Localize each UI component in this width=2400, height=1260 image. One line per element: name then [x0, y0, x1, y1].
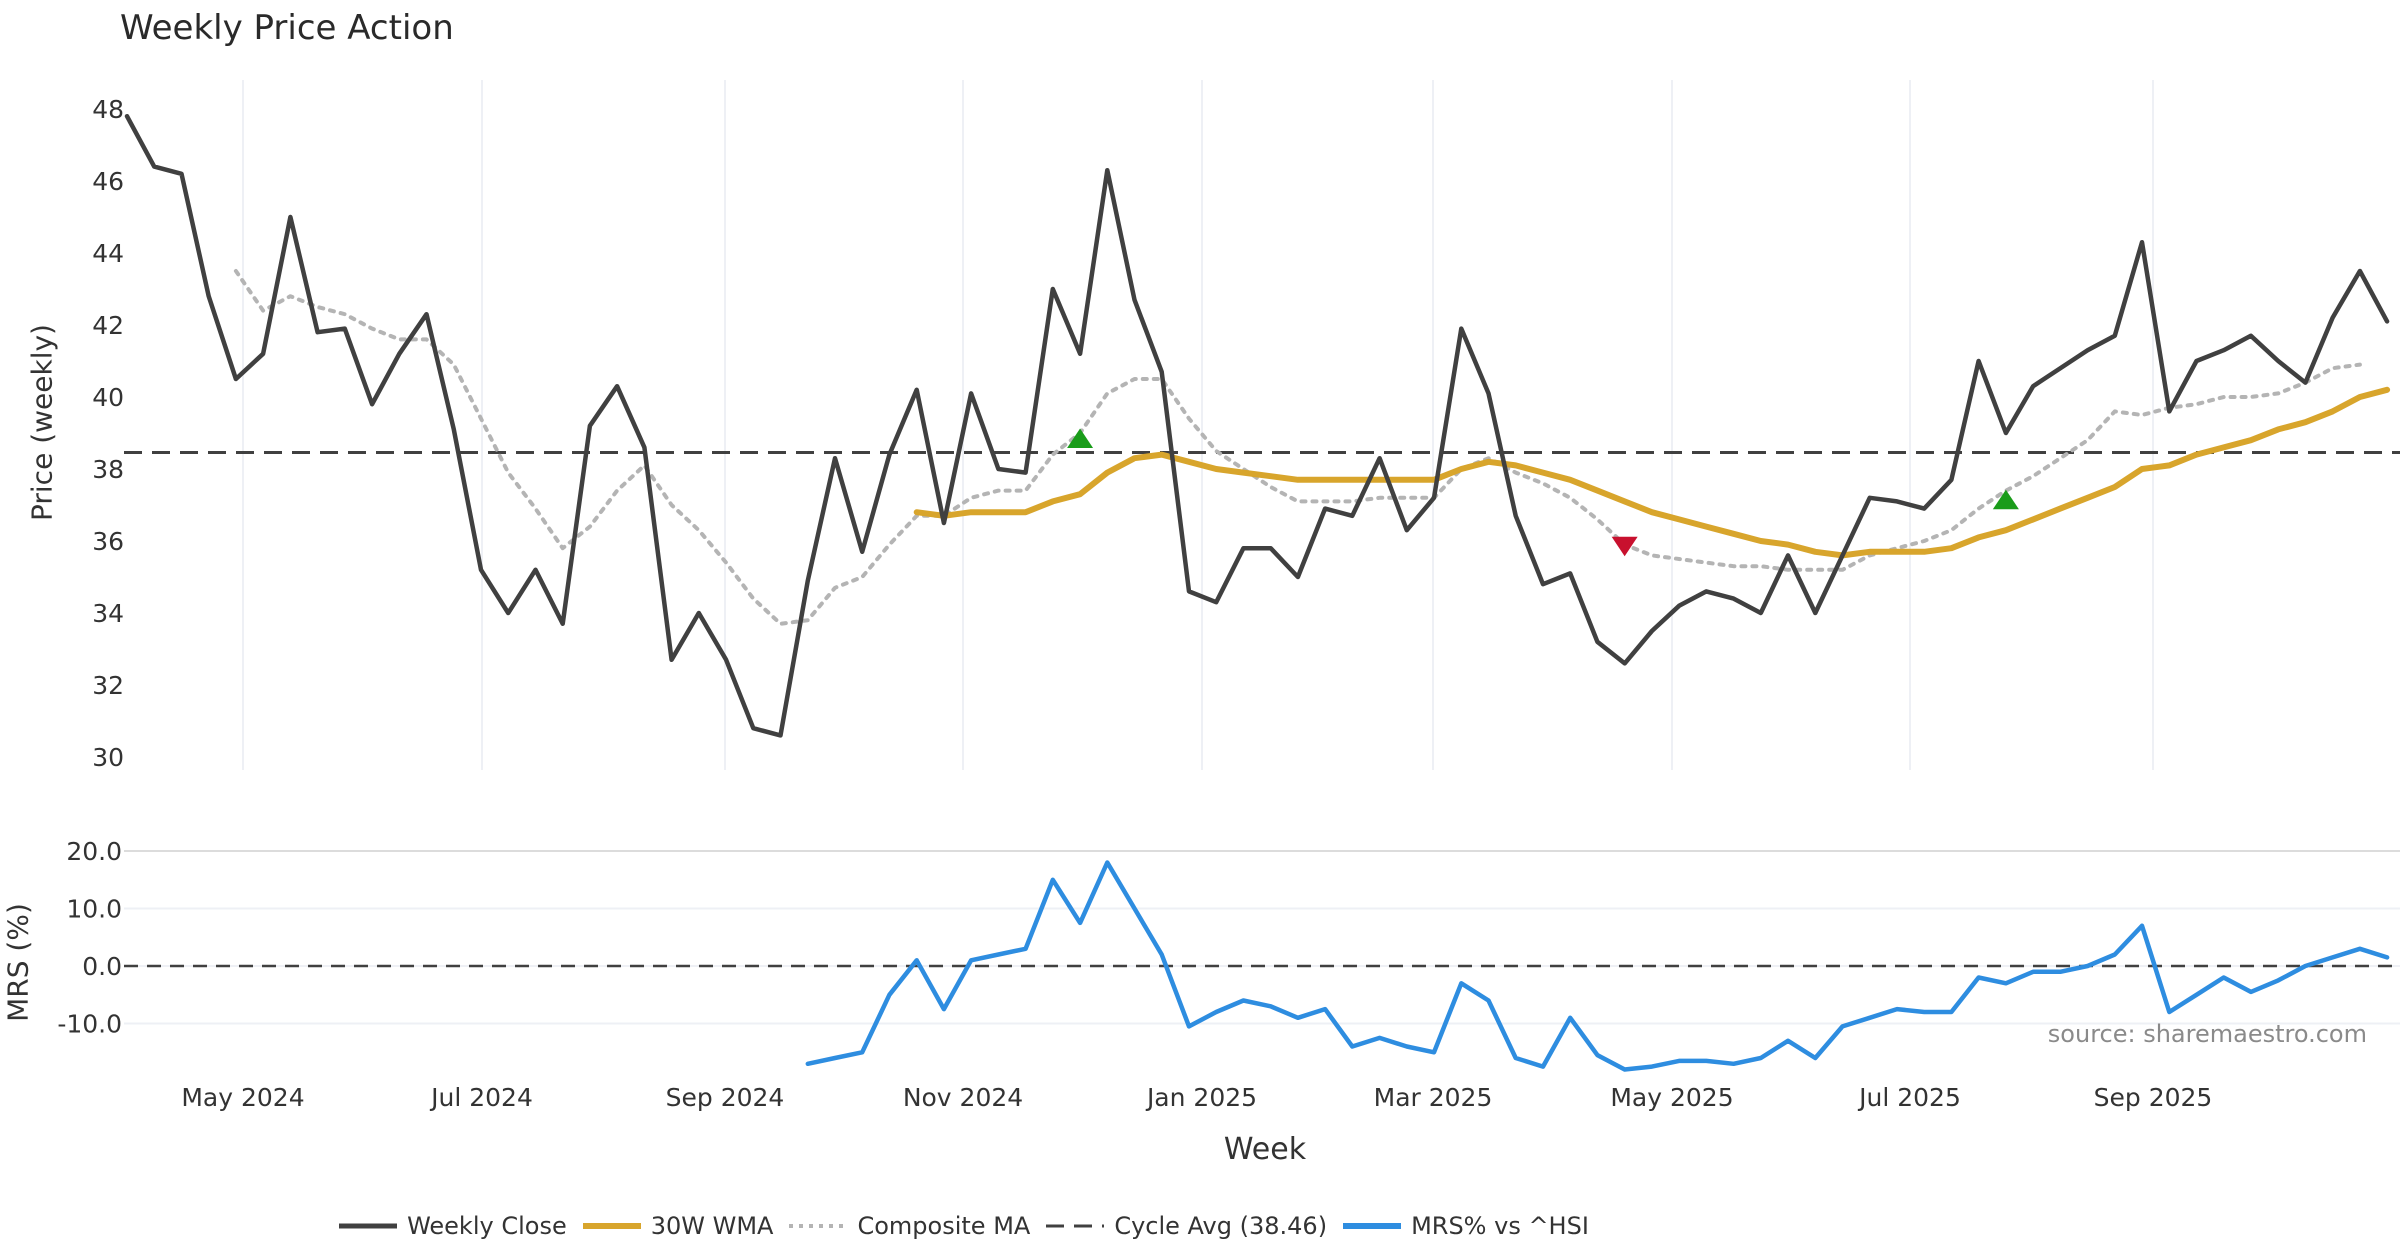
legend-label: Composite MA	[857, 1212, 1031, 1240]
source-note: source: sharemaestro.com	[2047, 1020, 2367, 1048]
price-ytick-label: 32	[92, 671, 124, 700]
mrs-ytick-label: 20.0	[66, 837, 122, 866]
buy-signal-marker	[1067, 428, 1094, 448]
x-tick-label: Jan 2025	[1145, 1083, 1257, 1112]
mrs-axis-label: MRS (%)	[1, 903, 35, 1022]
x-axis-label: Week	[1223, 1132, 1307, 1167]
price-ytick-label: 40	[92, 383, 124, 412]
composite-ma-line	[233, 269, 2362, 626]
legend-label: Weekly Close	[407, 1212, 567, 1240]
buy-signal-marker	[1992, 489, 2019, 510]
mrs-ytick-label: 10.0	[66, 895, 122, 924]
x-tick-label: May 2025	[1610, 1083, 1733, 1112]
price-ytick-label: 34	[92, 599, 124, 628]
price-axis-label: Price (weekly)	[25, 324, 59, 521]
price-ytick-label: 42	[92, 311, 124, 340]
legend-swatch	[582, 1219, 641, 1233]
legend-label: 30W WMA	[650, 1212, 774, 1240]
price-ytick-label: 44	[92, 239, 124, 268]
x-tick-label: Jul 2025	[1857, 1083, 1961, 1112]
legend-label: Cycle Avg (38.46)	[1114, 1212, 1328, 1240]
legend-swatch	[1046, 1219, 1105, 1233]
legend-item-mrs: MRS% vs ^HSI	[1343, 1212, 1589, 1240]
weekly-close-line	[124, 113, 2390, 738]
x-tick-label: Nov 2024	[903, 1083, 1023, 1112]
legend-item-weekly-close: Weekly Close	[339, 1212, 567, 1240]
x-tick-label: May 2024	[181, 1083, 304, 1112]
chart-title: Weekly Price Action	[120, 8, 454, 48]
x-tick-label: Sep 2024	[666, 1083, 785, 1112]
legend-item-cycle-avg: Cycle Avg (38.46)	[1046, 1212, 1327, 1240]
legend-swatch	[789, 1219, 848, 1233]
price-ytick-label: 46	[92, 167, 124, 196]
sell-signal-marker	[1611, 536, 1638, 557]
wma-30w-line	[913, 386, 2391, 559]
price-ytick-label: 38	[92, 455, 124, 484]
x-tick-label: Jul 2024	[429, 1083, 533, 1112]
legend: Weekly Close 30W WMA Composite MA Cycle …	[0, 1212, 1928, 1240]
price-ytick-label: 36	[92, 527, 124, 556]
legend-label: MRS% vs ^HSI	[1411, 1212, 1589, 1240]
mrs-ytick-label: 0.0	[82, 952, 122, 981]
x-tick-label: Sep 2025	[2094, 1083, 2213, 1112]
legend-item-composite-ma: Composite MA	[789, 1212, 1030, 1240]
mrs-ytick-label: -10.0	[57, 1010, 122, 1039]
legend-swatch	[339, 1219, 398, 1233]
legend-item-30w-wma: 30W WMA	[582, 1212, 774, 1240]
price-ytick-label: 48	[92, 95, 124, 124]
legend-swatch	[1343, 1219, 1402, 1233]
price-ytick-label: 30	[92, 743, 124, 772]
x-tick-label: Mar 2025	[1374, 1083, 1493, 1112]
mrs-line	[805, 860, 2390, 1072]
